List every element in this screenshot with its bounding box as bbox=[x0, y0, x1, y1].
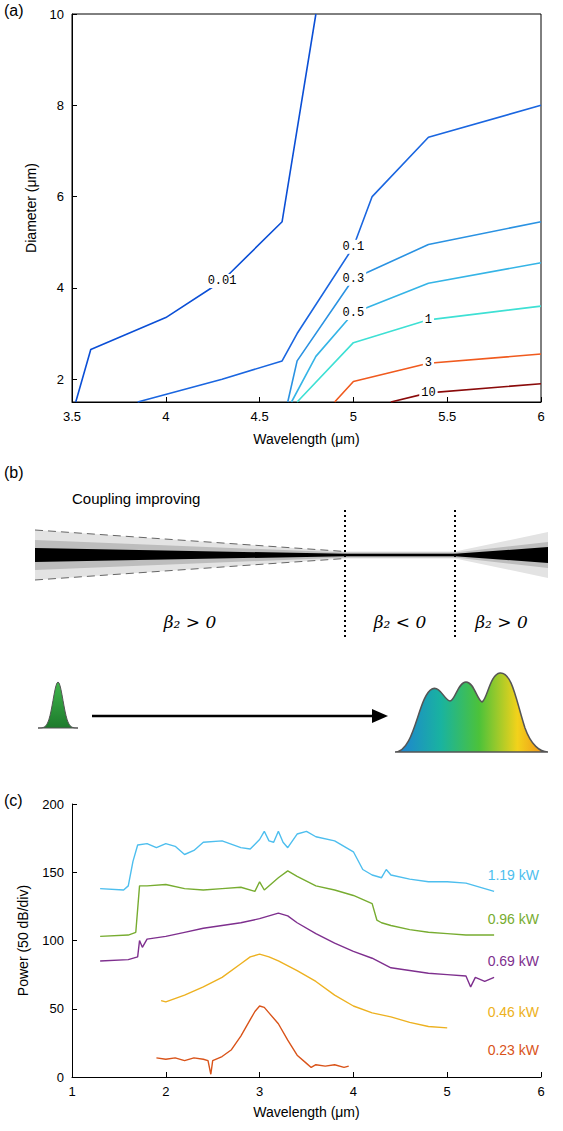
svg-text:200: 200 bbox=[42, 797, 64, 812]
svg-text:10: 10 bbox=[421, 386, 435, 400]
svg-text:10: 10 bbox=[50, 7, 64, 22]
svg-text:3: 3 bbox=[256, 1084, 263, 1099]
svg-text:β₂ < 0: β₂ < 0 bbox=[373, 612, 427, 632]
svg-text:Power (50 dB/div): Power (50 dB/div) bbox=[15, 885, 31, 996]
svg-text:5.5: 5.5 bbox=[438, 409, 456, 424]
svg-text:6: 6 bbox=[57, 189, 64, 204]
svg-text:6: 6 bbox=[537, 1084, 544, 1099]
svg-text:β₂ > 0: β₂ > 0 bbox=[474, 612, 528, 632]
svg-text:0.5: 0.5 bbox=[343, 306, 365, 320]
svg-text:0.96 kW: 0.96 kW bbox=[488, 911, 540, 927]
svg-text:1: 1 bbox=[68, 1084, 75, 1099]
svg-text:(a): (a) bbox=[4, 2, 24, 19]
svg-text:0: 0 bbox=[57, 1070, 64, 1085]
svg-text:4: 4 bbox=[162, 409, 169, 424]
svg-text:3.5: 3.5 bbox=[63, 409, 81, 424]
svg-text:6: 6 bbox=[537, 409, 544, 424]
svg-text:4: 4 bbox=[57, 280, 64, 295]
svg-text:100: 100 bbox=[42, 933, 64, 948]
svg-text:4.5: 4.5 bbox=[251, 409, 269, 424]
svg-text:0.01: 0.01 bbox=[208, 274, 237, 288]
svg-text:(c): (c) bbox=[4, 792, 23, 809]
svg-text:2: 2 bbox=[57, 372, 64, 387]
svg-text:8: 8 bbox=[57, 98, 64, 113]
svg-text:4: 4 bbox=[350, 1084, 357, 1099]
svg-text:β₂ > 0: β₂ > 0 bbox=[163, 612, 217, 632]
svg-text:Wavelength (μm): Wavelength (μm) bbox=[253, 1104, 359, 1120]
svg-text:0.46 kW: 0.46 kW bbox=[488, 1004, 540, 1020]
svg-text:1.19 kW: 1.19 kW bbox=[488, 867, 540, 883]
svg-text:Wavelength (μm): Wavelength (μm) bbox=[253, 431, 359, 447]
svg-text:(b): (b) bbox=[4, 464, 24, 481]
svg-text:3: 3 bbox=[425, 356, 432, 370]
svg-text:0.3: 0.3 bbox=[343, 272, 365, 286]
svg-text:Coupling improving: Coupling improving bbox=[72, 490, 200, 507]
svg-text:50: 50 bbox=[50, 1001, 64, 1016]
svg-text:0.23 kW: 0.23 kW bbox=[488, 1042, 540, 1058]
svg-text:2: 2 bbox=[162, 1084, 169, 1099]
svg-text:0.69 kW: 0.69 kW bbox=[488, 953, 540, 969]
svg-text:1: 1 bbox=[425, 313, 432, 327]
svg-text:0.1: 0.1 bbox=[343, 240, 365, 254]
svg-text:Diameter (μm): Diameter (μm) bbox=[23, 163, 39, 253]
svg-text:150: 150 bbox=[42, 865, 64, 880]
svg-text:5: 5 bbox=[350, 409, 357, 424]
svg-text:5: 5 bbox=[444, 1084, 451, 1099]
